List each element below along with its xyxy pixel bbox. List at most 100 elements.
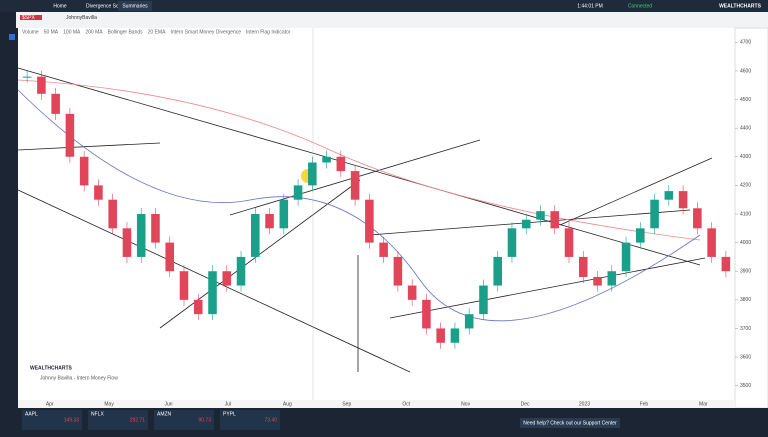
watch-symbol: PYPL bbox=[223, 411, 236, 417]
tab[interactable]: Summaries bbox=[122, 3, 148, 9]
candle-body bbox=[393, 256, 403, 286]
trendline bbox=[17, 67, 701, 266]
tab[interactable]: Divergence Scan bbox=[86, 3, 124, 9]
candle-body bbox=[578, 256, 588, 277]
candle-body bbox=[621, 242, 631, 272]
candle-body bbox=[22, 76, 32, 78]
watch-price: 90.73 bbox=[198, 417, 211, 423]
candle-body bbox=[122, 228, 132, 257]
x-tick-label: 2023 bbox=[579, 401, 590, 407]
candle-body bbox=[593, 276, 602, 286]
watch-price: 149.33 bbox=[64, 417, 80, 423]
candle-body bbox=[293, 185, 303, 200]
indicator-label: 20 EMA bbox=[148, 29, 166, 35]
y-tick-label: 3900 bbox=[740, 269, 751, 275]
candle-body bbox=[479, 285, 488, 315]
y-tick-label: 4000 bbox=[740, 240, 751, 246]
watch-card[interactable] bbox=[220, 410, 280, 430]
candle-body bbox=[236, 256, 246, 286]
y-tick-label: 4600 bbox=[740, 68, 751, 74]
y-tick-label: 4700 bbox=[740, 40, 751, 46]
candle-body bbox=[436, 328, 445, 343]
candle-body bbox=[165, 242, 175, 272]
x-tick-label: Jun bbox=[165, 401, 173, 407]
watch-card[interactable] bbox=[154, 410, 214, 430]
symbol-badge[interactable] bbox=[20, 15, 42, 20]
y-tick-label: 4200 bbox=[740, 183, 751, 189]
candle-body bbox=[265, 214, 274, 229]
candle-body bbox=[322, 156, 331, 163]
watch-price: 292.71 bbox=[130, 417, 146, 423]
candle-body bbox=[664, 191, 674, 200]
x-tick-label: Feb bbox=[640, 401, 649, 407]
candle-body bbox=[493, 256, 502, 286]
help-banner[interactable] bbox=[520, 418, 620, 428]
candle-body bbox=[693, 208, 702, 229]
brand: WEALTHCHARTS bbox=[719, 3, 762, 9]
watch-card[interactable] bbox=[22, 410, 82, 430]
toolbar bbox=[0, 12, 768, 28]
x-tick-label: Mar bbox=[699, 401, 708, 407]
candle-body bbox=[707, 228, 716, 257]
candle-body bbox=[464, 314, 474, 329]
trendlines bbox=[17, 67, 713, 373]
watch-card[interactable] bbox=[88, 410, 148, 430]
y-tick-label: 3500 bbox=[740, 383, 751, 389]
trendline bbox=[559, 157, 713, 226]
tab-active-bg bbox=[118, 1, 152, 11]
x-tick-label: Aug bbox=[283, 401, 292, 407]
top-bar bbox=[0, 0, 768, 12]
indicator-label: 50 MA bbox=[44, 29, 59, 35]
status: Connected bbox=[628, 3, 652, 9]
y-tick-label: 4300 bbox=[740, 154, 751, 160]
clock: 1:44:01 PM bbox=[577, 3, 603, 9]
candle-body bbox=[222, 271, 232, 286]
candle-body bbox=[51, 93, 60, 114]
candle-body bbox=[564, 228, 574, 257]
indicator-label: Intern Flag Indicator bbox=[246, 29, 291, 35]
candle-body bbox=[308, 162, 317, 186]
candle-body bbox=[550, 211, 560, 229]
candle-body bbox=[422, 299, 431, 329]
trendline bbox=[159, 179, 361, 329]
watch-price: 73.40 bbox=[264, 417, 277, 423]
chart-area bbox=[18, 28, 735, 400]
x-tick-label: Jul bbox=[225, 401, 231, 407]
candle-body bbox=[365, 199, 374, 243]
candle-body bbox=[507, 228, 517, 257]
candle-body bbox=[450, 328, 460, 343]
help-text: Need help? Check out our Support Center bbox=[523, 420, 617, 426]
candle-body bbox=[636, 228, 645, 243]
y-tick-label: 4500 bbox=[740, 97, 751, 103]
y-tick-label: 4100 bbox=[740, 211, 751, 217]
candle-body bbox=[251, 214, 260, 257]
candle-body bbox=[179, 271, 189, 300]
candle-body bbox=[336, 156, 346, 172]
sidebar bbox=[0, 12, 16, 408]
candle-body bbox=[136, 214, 146, 257]
candle-body bbox=[79, 156, 89, 186]
indicator-label: Volume bbox=[22, 29, 39, 35]
candle-body bbox=[350, 171, 360, 200]
x-tick-label: May bbox=[104, 401, 114, 407]
candle-body bbox=[407, 285, 417, 300]
candle-body bbox=[94, 185, 103, 200]
y-tick-label: 3600 bbox=[740, 354, 751, 360]
watermark: WEALTHCHARTS bbox=[30, 365, 73, 371]
tool-active[interactable] bbox=[9, 34, 15, 40]
candle-body bbox=[108, 199, 117, 229]
watch-symbol: NFLX bbox=[91, 411, 104, 417]
user: JohnnyBavilla bbox=[66, 15, 97, 21]
chart-title: Johnny Bavilla - Intern Money Flow bbox=[40, 375, 118, 381]
candle-body bbox=[721, 256, 731, 272]
indicator-label: Bollinger Bands bbox=[108, 29, 144, 35]
x-tick-label: Nov bbox=[461, 401, 470, 407]
tab[interactable]: Home bbox=[53, 3, 67, 9]
candle-body bbox=[521, 219, 531, 229]
ma-100 bbox=[17, 89, 701, 322]
indicator-label: Intern Smart Money Divergence bbox=[170, 29, 241, 35]
candle-body bbox=[607, 271, 617, 286]
candle-body bbox=[650, 199, 659, 229]
candle-body bbox=[279, 199, 289, 229]
